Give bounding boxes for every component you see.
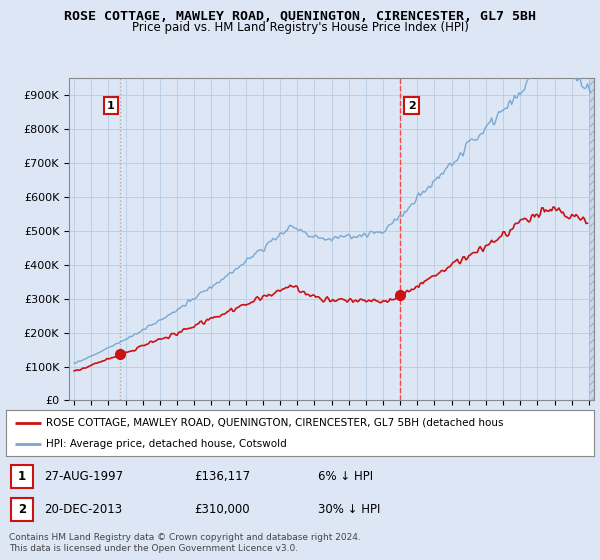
Text: 30% ↓ HPI: 30% ↓ HPI	[317, 503, 380, 516]
Text: Price paid vs. HM Land Registry's House Price Index (HPI): Price paid vs. HM Land Registry's House …	[131, 21, 469, 34]
Text: 27-AUG-1997: 27-AUG-1997	[44, 470, 124, 483]
FancyBboxPatch shape	[11, 465, 33, 488]
Text: 6% ↓ HPI: 6% ↓ HPI	[317, 470, 373, 483]
Text: HPI: Average price, detached house, Cotswold: HPI: Average price, detached house, Cots…	[46, 439, 287, 449]
Text: Contains HM Land Registry data © Crown copyright and database right 2024.
This d: Contains HM Land Registry data © Crown c…	[9, 533, 361, 553]
Text: ROSE COTTAGE, MAWLEY ROAD, QUENINGTON, CIRENCESTER, GL7 5BH: ROSE COTTAGE, MAWLEY ROAD, QUENINGTON, C…	[64, 10, 536, 23]
Polygon shape	[589, 78, 594, 400]
Text: 20-DEC-2013: 20-DEC-2013	[44, 503, 122, 516]
Text: ROSE COTTAGE, MAWLEY ROAD, QUENINGTON, CIRENCESTER, GL7 5BH (detached hous: ROSE COTTAGE, MAWLEY ROAD, QUENINGTON, C…	[46, 418, 503, 428]
Text: 1: 1	[107, 100, 115, 110]
FancyBboxPatch shape	[11, 498, 33, 521]
Text: 2: 2	[18, 503, 26, 516]
Text: 1: 1	[18, 470, 26, 483]
Text: £310,000: £310,000	[194, 503, 250, 516]
Text: £136,117: £136,117	[194, 470, 250, 483]
Text: 2: 2	[408, 100, 415, 110]
